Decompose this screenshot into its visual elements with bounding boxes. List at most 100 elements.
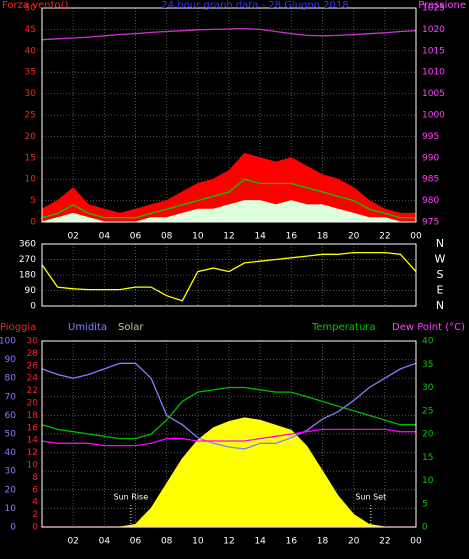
y-tick-label: 0 [32,523,38,533]
y-tick-label: 10 [25,175,37,185]
axis-title: Temperatura [311,322,376,333]
line [41,178,416,219]
y-tick-label: 20 [422,430,434,440]
y-tick-label: 18 [27,411,39,421]
axis-title: Dew Point (°C) [392,322,465,333]
x-tick-label: 22 [379,232,390,242]
axis-title: Forza vento() [2,0,69,11]
y-tick-label: 20 [25,132,37,142]
y-tick-label: 1000 [422,111,445,121]
line [41,386,416,440]
y-tick-label: 1015 [422,46,445,56]
x-tick-label: 06 [130,232,142,242]
annotation: Sun Rise [114,493,149,502]
y-tick-label: 15 [25,153,36,163]
y-tick-label: 90 [25,286,37,296]
y-tick-label: 20 [27,399,39,409]
axis-title: Umidita [68,322,107,333]
y-tick-label: 16 [27,423,39,433]
y-tick-label: 28 [27,349,39,359]
y-tick-label: 5 [422,499,428,509]
y-tick-label: 30 [422,383,434,393]
y-tick-label: 10 [27,461,39,471]
x-tick-label: 00 [410,232,422,242]
compass-label: E [437,284,444,297]
y-tick-label: 0 [30,218,36,228]
x-tick-label: 08 [161,537,173,547]
x-tick-label: 18 [317,537,329,547]
y-tick-label: 25 [422,406,433,416]
chart-title: 24 hour graph data - 28 Giugno 2018 [161,0,348,11]
y-tick-label: 15 [422,453,433,463]
x-tick-label: 12 [223,232,234,242]
line [41,251,417,302]
y-tick-label: 35 [25,68,36,78]
y-tick-label: 30 [5,467,17,477]
annotation: Sun Set [355,493,386,502]
y-tick-label: 40 [422,337,434,347]
y-tick-label: 30 [27,337,39,347]
x-tick-label: 20 [348,537,360,547]
y-tick-label: 985 [422,175,439,185]
y-tick-label: 5 [30,196,36,206]
line [41,27,417,41]
y-tick-label: 24 [27,374,39,384]
x-tick-label: 04 [99,537,111,547]
y-tick-label: 10 [422,476,434,486]
y-tick-label: 1025 [422,4,445,14]
y-tick-label: 1010 [422,68,445,78]
plot-frame [41,340,417,528]
x-tick-label: 00 [410,537,422,547]
y-tick-label: 26 [27,361,39,371]
y-tick-label: 0 [30,302,36,312]
y-tick-label: 30 [25,89,37,99]
y-tick-label: 12 [27,448,38,458]
y-tick-label: 6 [32,485,38,495]
y-tick-label: 8 [32,473,38,483]
x-tick-label: 18 [317,232,329,242]
axis-title: Pioggia [0,322,36,333]
y-tick-label: 360 [19,240,36,250]
y-tick-label: 1020 [422,25,445,35]
y-tick-label: 50 [25,4,37,14]
x-tick-label: 16 [286,537,298,547]
y-tick-label: 180 [19,271,36,281]
y-tick-label: 40 [25,46,37,56]
y-tick-label: 995 [422,132,439,142]
x-tick-label: 10 [192,232,204,242]
y-tick-label: 990 [422,153,439,163]
area [42,417,416,528]
plot-frame [41,243,417,307]
y-tick-label: 10 [5,504,17,514]
x-tick-label: 02 [67,232,78,242]
compass-label: N [436,299,444,312]
y-tick-label: 0 [10,523,16,533]
y-tick-label: 2 [32,510,38,520]
x-tick-label: 10 [192,537,204,547]
y-tick-label: 4 [32,498,38,508]
y-tick-label: 70 [5,392,17,402]
y-tick-label: 14 [27,436,39,446]
line [41,362,417,450]
y-tick-label: 45 [25,25,36,35]
y-tick-label: 980 [422,196,439,206]
x-tick-label: 12 [223,537,234,547]
x-tick-label: 08 [161,232,173,242]
plot-frame [41,7,417,223]
y-tick-label: 25 [25,111,36,121]
x-tick-label: 04 [99,232,111,242]
y-tick-label: 90 [5,355,17,365]
y-tick-label: 22 [27,386,38,396]
x-tick-label: 22 [379,537,390,547]
x-tick-label: 02 [67,537,78,547]
y-tick-label: 50 [5,430,17,440]
compass-label: S [437,268,444,281]
compass-label: W [435,253,446,266]
y-tick-label: 0 [422,523,428,533]
x-tick-label: 06 [130,537,142,547]
line [41,428,416,447]
y-tick-label: 270 [19,255,36,265]
x-tick-label: 14 [254,232,266,242]
y-tick-label: 60 [5,411,17,421]
